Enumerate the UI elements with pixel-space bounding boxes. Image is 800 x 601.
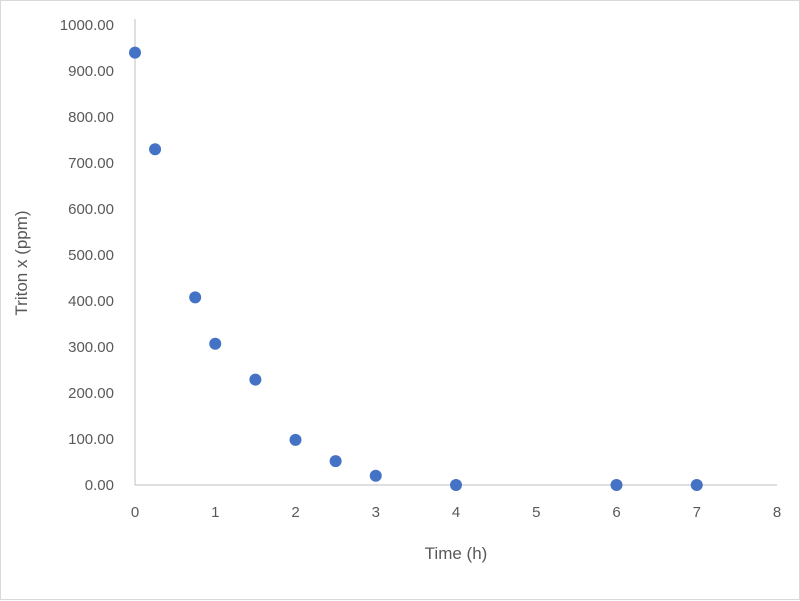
data-point — [189, 291, 202, 304]
x-tick-label: 5 — [532, 504, 540, 521]
x-tick-label: 6 — [612, 504, 620, 521]
axes — [134, 19, 777, 486]
y-tick-label: 1000.00 — [60, 17, 114, 34]
y-tick-label: 900.00 — [68, 63, 114, 80]
x-tick-label: 2 — [291, 504, 299, 521]
data-point — [149, 143, 162, 156]
x-tick-label: 1 — [211, 504, 219, 521]
x-tick-labels: 0 1 2 3 4 5 6 7 8 — [131, 504, 781, 521]
y-tick-label: 200.00 — [68, 385, 114, 402]
x-tick-label: 8 — [773, 504, 781, 521]
data-point — [129, 46, 141, 59]
x-tick-label: 0 — [131, 504, 139, 521]
data-point — [249, 373, 262, 386]
x-axis-title: Time (h) — [425, 544, 488, 563]
data-point — [369, 469, 382, 482]
data-point — [690, 479, 703, 491]
y-tick-labels: 0.00 100.00 200.00 300.00 400.00 500.00 600.00… — [60, 17, 114, 494]
y-tick-label: 100.00 — [68, 431, 114, 448]
y-tick-label: 0.00 — [85, 477, 114, 494]
y-tick-label: 700.00 — [68, 155, 114, 172]
y-tick-label: 800.00 — [68, 109, 114, 126]
data-point — [610, 479, 623, 491]
y-tick-label: 500.00 — [68, 247, 114, 264]
data-point — [289, 433, 302, 446]
x-tick-label: 3 — [372, 504, 380, 521]
y-tick-label: 400.00 — [68, 293, 114, 310]
x-tick-label: 7 — [693, 504, 701, 521]
data-point — [450, 479, 462, 491]
data-point — [209, 337, 222, 350]
y-tick-label: 600.00 — [68, 201, 114, 218]
data-points — [129, 46, 703, 491]
data-point — [329, 455, 342, 468]
y-tick-label: 300.00 — [68, 339, 114, 356]
x-tick-label: 4 — [452, 504, 460, 521]
y-axis-title: Triton x (ppm) — [12, 210, 31, 315]
